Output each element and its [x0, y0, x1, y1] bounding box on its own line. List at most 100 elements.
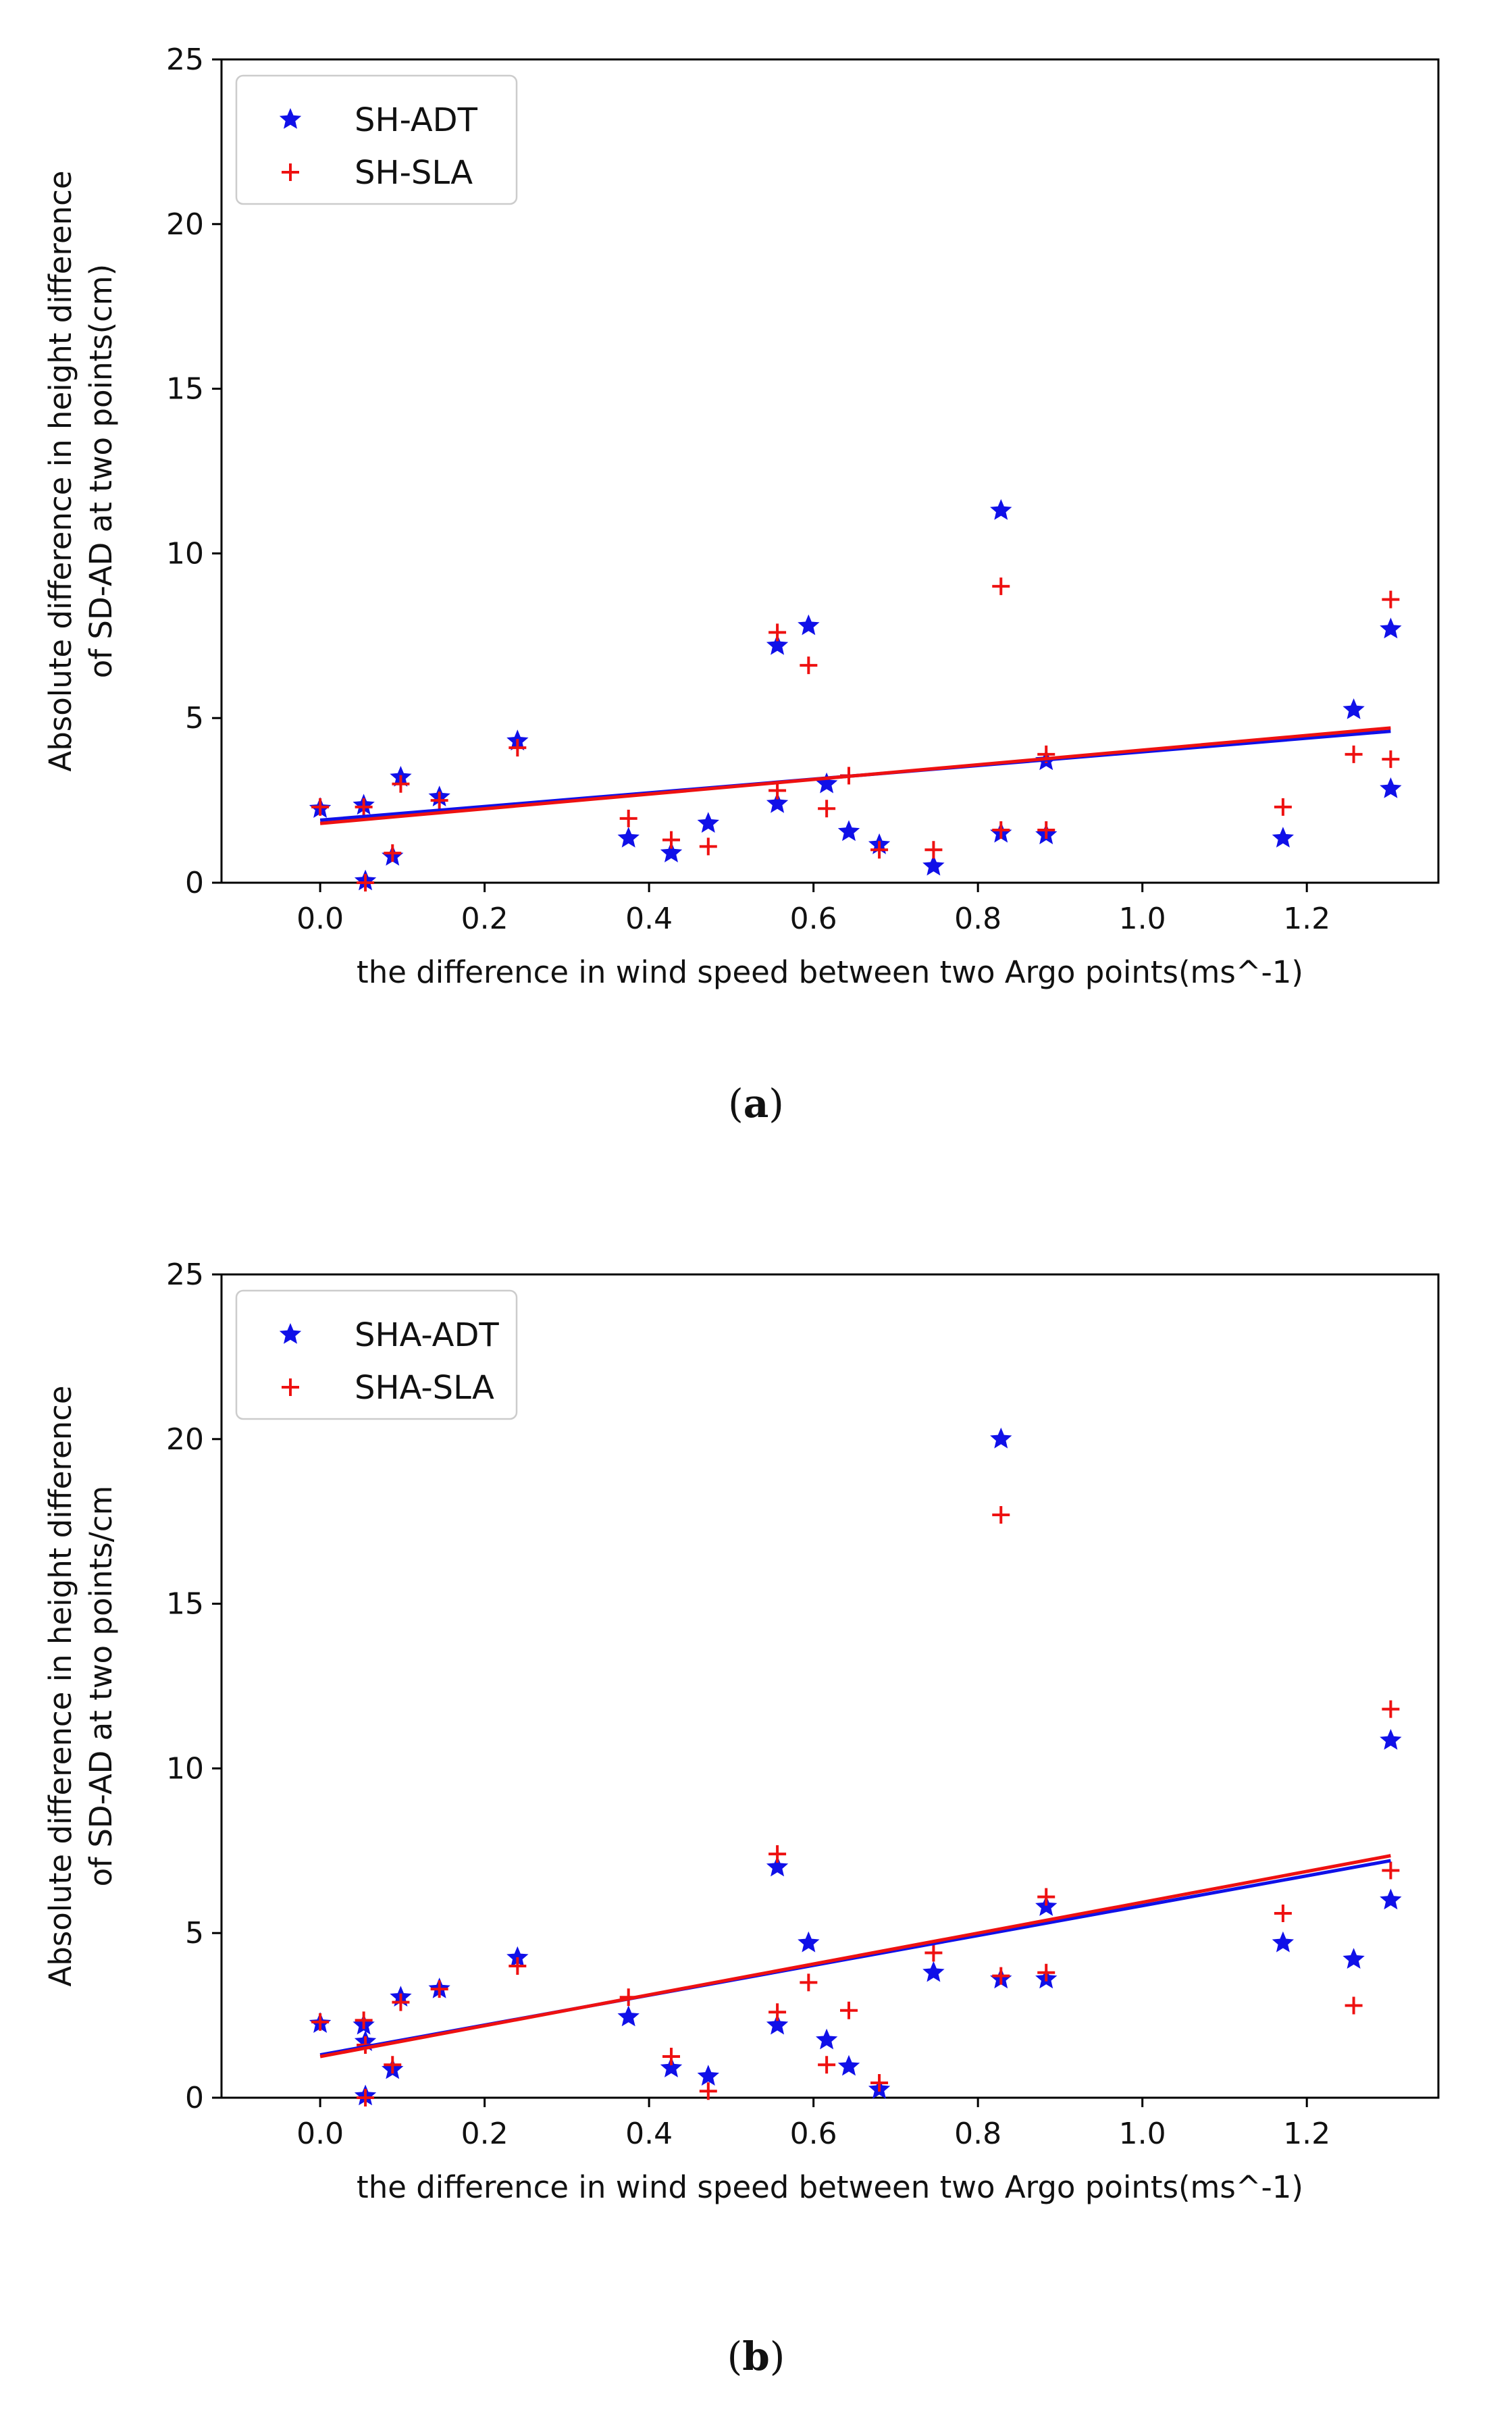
y-tick-label: 10: [166, 536, 204, 571]
x-axis-label: the difference in wind speed between two…: [357, 954, 1303, 990]
chart-panel-a: 0.0 0.2 0.4 0.6 0.8 1.0 1.2 0 5 10 15 20 25 the diffe…: [43, 43, 1440, 990]
data-point: [768, 1845, 787, 1863]
data-point: [662, 831, 681, 849]
data-point: [922, 1961, 945, 1982]
x-tick-label: 0.0: [296, 2117, 344, 2151]
y-tick-label: 5: [185, 1916, 204, 1950]
data-point: [699, 2082, 717, 2100]
data-point: [311, 798, 330, 816]
chart-panel-b: 0.0 0.2 0.4 0.6 0.8 1.0 1.2 0 5 10 15 20 25 the diffe…: [0, 1215, 1512, 2430]
data-point: [990, 499, 1012, 520]
data-point: [355, 2011, 373, 2030]
data-point: [1380, 617, 1402, 639]
fit-line-sha-sla: [319, 1854, 1391, 2059]
data-point: [800, 656, 818, 675]
x-tick-label: 1.2: [1283, 902, 1330, 936]
data-point: [837, 2054, 860, 2076]
data-point: [430, 1980, 448, 1998]
legend-marker-sh-sla: [282, 163, 299, 181]
data-point: [660, 2057, 683, 2077]
data-point: [798, 1931, 820, 1953]
data-point: [392, 1993, 410, 2011]
data-point: [1380, 1729, 1402, 1750]
data-point: [1345, 1996, 1363, 2015]
y-axis-label-line-1: Absolute difference in height difference: [43, 170, 78, 771]
y-tick-label: 0: [185, 866, 204, 900]
data-point: [766, 792, 789, 813]
y-axis-label-line-1: Absolute difference in height difference: [43, 1385, 78, 1986]
data-point: [768, 781, 787, 800]
legend-label-sh-sla: SH-SLA: [355, 154, 473, 192]
data-point: [800, 1973, 818, 1992]
data-point: [430, 792, 448, 810]
x-tick-label: 0.8: [954, 902, 1001, 936]
data-point: [992, 821, 1010, 839]
data-point: [768, 2003, 787, 2021]
legend-marker-sha-sla: [282, 1378, 299, 1396]
y-tick-label: 25: [166, 43, 204, 77]
y-tick-label: 5: [185, 701, 204, 735]
data-point: [384, 2056, 402, 2074]
y-tick-label: 0: [185, 2081, 204, 2115]
data-point: [816, 2028, 838, 2050]
data-point: [1274, 798, 1292, 816]
data-point: [384, 844, 402, 862]
fit-line-sh-sla: [319, 726, 1391, 825]
data-point: [1037, 821, 1055, 839]
data-point: [697, 2065, 719, 2086]
data-point: [1272, 827, 1294, 848]
data-point: [1345, 745, 1363, 763]
data-point: [1382, 590, 1400, 609]
data-point: [509, 739, 527, 757]
data-point: [924, 841, 943, 859]
data-point: [355, 798, 373, 816]
legend-marker-sh-adt: [279, 108, 302, 129]
data-point: [992, 1505, 1010, 1524]
x-tick-label: 0.6: [790, 902, 837, 936]
x-tick-label: 0.0: [296, 902, 344, 936]
caption-letter-a: a: [743, 1081, 769, 1127]
x-tick-label: 1.0: [1119, 2117, 1166, 2151]
data-point: [990, 1427, 1012, 1449]
x-tick-label: 0.2: [461, 2117, 509, 2151]
y-tick-label: 20: [166, 207, 204, 242]
legend-marker-sha-adt: [279, 1323, 302, 1344]
data-point: [1037, 1963, 1055, 1982]
data-point: [1342, 1948, 1365, 1969]
data-point: [992, 577, 1010, 596]
x-tick-label: 0.2: [461, 902, 509, 936]
data-point: [870, 841, 889, 859]
data-point: [837, 820, 860, 842]
data-point: [1274, 1904, 1292, 1922]
data-point: [699, 837, 717, 856]
series-sh-sla-points: [311, 577, 1400, 891]
data-point: [818, 800, 836, 818]
data-point: [619, 809, 637, 827]
x-tick-label: 0.6: [790, 2117, 837, 2151]
legend-label-sh-adt: SH-ADT: [355, 101, 478, 139]
y-axis-label-line-2: of SD-AD at two points(cm): [83, 264, 119, 679]
data-point: [617, 2005, 640, 2027]
data-point: [1342, 698, 1365, 719]
y-tick-label: 25: [166, 1258, 204, 1292]
data-point: [1382, 1700, 1400, 1718]
caption-letter-b: b: [742, 2333, 770, 2379]
legend-label-sha-sla: SHA-SLA: [355, 1369, 494, 1407]
data-point: [1037, 1888, 1055, 1906]
y-tick-label: 15: [166, 1587, 204, 1622]
data-point: [766, 2013, 789, 2035]
data-point: [392, 775, 410, 793]
data-point: [506, 1946, 529, 1967]
y-tick-label: 10: [166, 1751, 204, 1786]
x-tick-label: 0.4: [625, 902, 673, 936]
data-point: [660, 842, 683, 862]
data-point: [922, 854, 945, 876]
caption-b: (b): [727, 2333, 785, 2379]
y-axis-label-line-2: of SD-AD at two points/cm: [83, 1486, 119, 1887]
y-tick-label: 20: [166, 1422, 204, 1457]
data-point: [798, 614, 820, 636]
data-point: [617, 827, 640, 848]
data-point: [840, 2001, 858, 2019]
data-point: [816, 772, 838, 794]
scatter-chart-a: 0.0 0.2 0.4 0.6 0.8 1.0 1.2 0 5 10 15 20 25 the diffe…: [43, 43, 1440, 990]
